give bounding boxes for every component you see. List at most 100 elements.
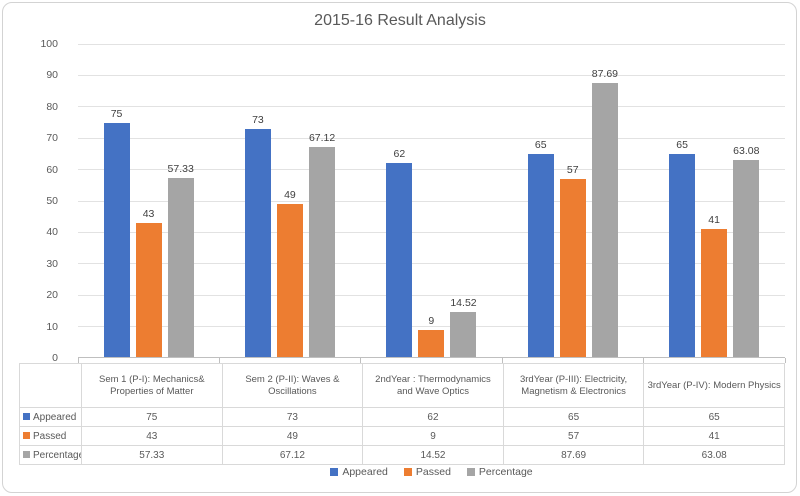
legend-item: Appeared (330, 466, 388, 478)
bar-percentage (167, 177, 194, 358)
gridline (78, 106, 785, 108)
axis-tick (218, 358, 220, 363)
y-tick-label: 10 (46, 320, 58, 333)
value-cell: 57 (502, 426, 645, 446)
bar-passed (701, 229, 728, 358)
bar-data-label: 49 (284, 189, 296, 202)
table-row: Percentage 57.33 67.12 14.52 87.69 63.08 (19, 445, 785, 465)
legend-label: Percentage (478, 466, 533, 478)
gridline (78, 326, 785, 328)
category-cell: Sem 1 (P-I): Mechanics& Properties of Ma… (81, 363, 223, 408)
bar-group: 62 9 14.52 (361, 44, 502, 358)
gridline (78, 231, 785, 233)
value-cell: 62 (362, 407, 504, 427)
value-cell: 49 (221, 426, 364, 446)
bar-appeared (244, 128, 271, 358)
bar-wrap: 49 (276, 189, 303, 358)
y-tick-label: 0 (52, 352, 58, 364)
row-header-cell: Percentage (19, 445, 82, 465)
row-header-label: Passed (33, 430, 67, 442)
y-axis: 0 10 20 30 40 50 60 70 80 90 100 (18, 38, 68, 364)
row-header-label: Appeared (33, 411, 77, 423)
value-cell: 9 (362, 426, 504, 446)
bar-passed (418, 329, 445, 358)
value-cell: 41 (643, 426, 785, 446)
legend-key-icon (23, 412, 30, 420)
bar-wrap: 62 (386, 148, 413, 358)
bar-percentage (309, 147, 336, 358)
value-cell: 65 (502, 407, 645, 427)
bar-wrap: 75 (103, 108, 130, 358)
row-header-cell: Passed (19, 426, 82, 446)
bar-wrap: 65 (527, 139, 554, 358)
bar-passed (559, 179, 586, 358)
bar-wrap: 57.33 (168, 163, 194, 358)
legend-label: Appeared (342, 466, 388, 478)
value-cell: 65 (643, 407, 785, 427)
axis-tick (643, 358, 645, 363)
table-row: Appeared 75 73 62 65 65 (19, 407, 785, 427)
bar-wrap: 43 (135, 208, 162, 358)
bar-wrap: 65 (669, 138, 696, 358)
data-table: Sem 1 (P-I): Mechanics& Properties of Ma… (19, 363, 785, 465)
bar-wrap: 41 (701, 214, 728, 358)
value-cell: 57.33 (81, 445, 223, 465)
value-cell: 87.69 (502, 445, 645, 465)
gridline (78, 169, 785, 171)
category-cell: 3rdYear (P-IV): Modern Physics (643, 363, 785, 408)
bar-data-label: 87.69 (591, 67, 619, 80)
y-tick-label: 100 (40, 38, 58, 50)
bar-percentage (733, 159, 760, 358)
table-header-row: Sem 1 (P-I): Mechanics& Properties of Ma… (19, 363, 785, 408)
legend-item: Passed (403, 466, 451, 478)
bar-data-label: 62 (393, 148, 406, 161)
bar-wrap: 57 (559, 164, 586, 358)
row-header-cell: Appeared (19, 407, 82, 427)
y-tick-label: 20 (46, 289, 58, 302)
value-cell: 43 (81, 426, 223, 446)
y-tick-label: 70 (46, 132, 58, 145)
gridline (78, 74, 785, 76)
bar-appeared (386, 163, 413, 358)
y-tick-label: 60 (46, 163, 58, 176)
y-tick-label: 90 (46, 69, 58, 82)
legend-key-icon (23, 431, 30, 439)
legend-swatch-icon (330, 468, 339, 476)
value-cell: 73 (221, 407, 364, 427)
row-header-label: Percentage (33, 449, 82, 461)
plot-area: 75 43 57.33 73 49 67.12 62 9 14.52 65 57 87.69 65 41 6… (77, 43, 786, 363)
legend-label: Passed (415, 466, 451, 478)
value-cell: 67.12 (221, 445, 364, 465)
value-cell: 14.52 (362, 445, 504, 465)
value-cell: 63.08 (643, 445, 785, 465)
bar-percentage (591, 82, 618, 358)
y-tick-label: 40 (46, 226, 58, 239)
legend-swatch-icon (403, 468, 412, 476)
bar-percentage (450, 312, 477, 358)
bar-wrap: 14.52 (450, 297, 477, 358)
bar-data-label: 57.33 (167, 162, 194, 175)
bar-group: 65 57 87.69 (502, 44, 643, 358)
bar-passed (135, 222, 162, 358)
bar-data-label: 65 (676, 138, 688, 151)
bar-wrap: 63.08 (733, 145, 759, 358)
bar-group: 65 41 63.08 (644, 44, 785, 358)
bar-passed (276, 204, 303, 358)
gridline (78, 200, 785, 202)
bar-data-label: 57 (566, 164, 579, 177)
category-cell: 2ndYear : Thermodynamics and Wave Optics (362, 363, 504, 408)
legend-item: Percentage (466, 466, 533, 478)
x-axis-line (78, 357, 785, 358)
gridline (78, 43, 785, 45)
bar-data-label: 41 (708, 214, 720, 227)
y-tick-label: 50 (46, 195, 58, 207)
bar-appeared (669, 153, 696, 358)
table-row: Passed 43 49 9 57 41 (19, 426, 785, 446)
table-corner-cell (19, 363, 82, 408)
bar-data-label: 14.52 (450, 297, 477, 310)
bar-wrap: 9 (418, 315, 445, 358)
value-cell: 75 (81, 407, 223, 427)
y-tick-label: 80 (46, 100, 58, 113)
bar-appeared (103, 122, 130, 358)
